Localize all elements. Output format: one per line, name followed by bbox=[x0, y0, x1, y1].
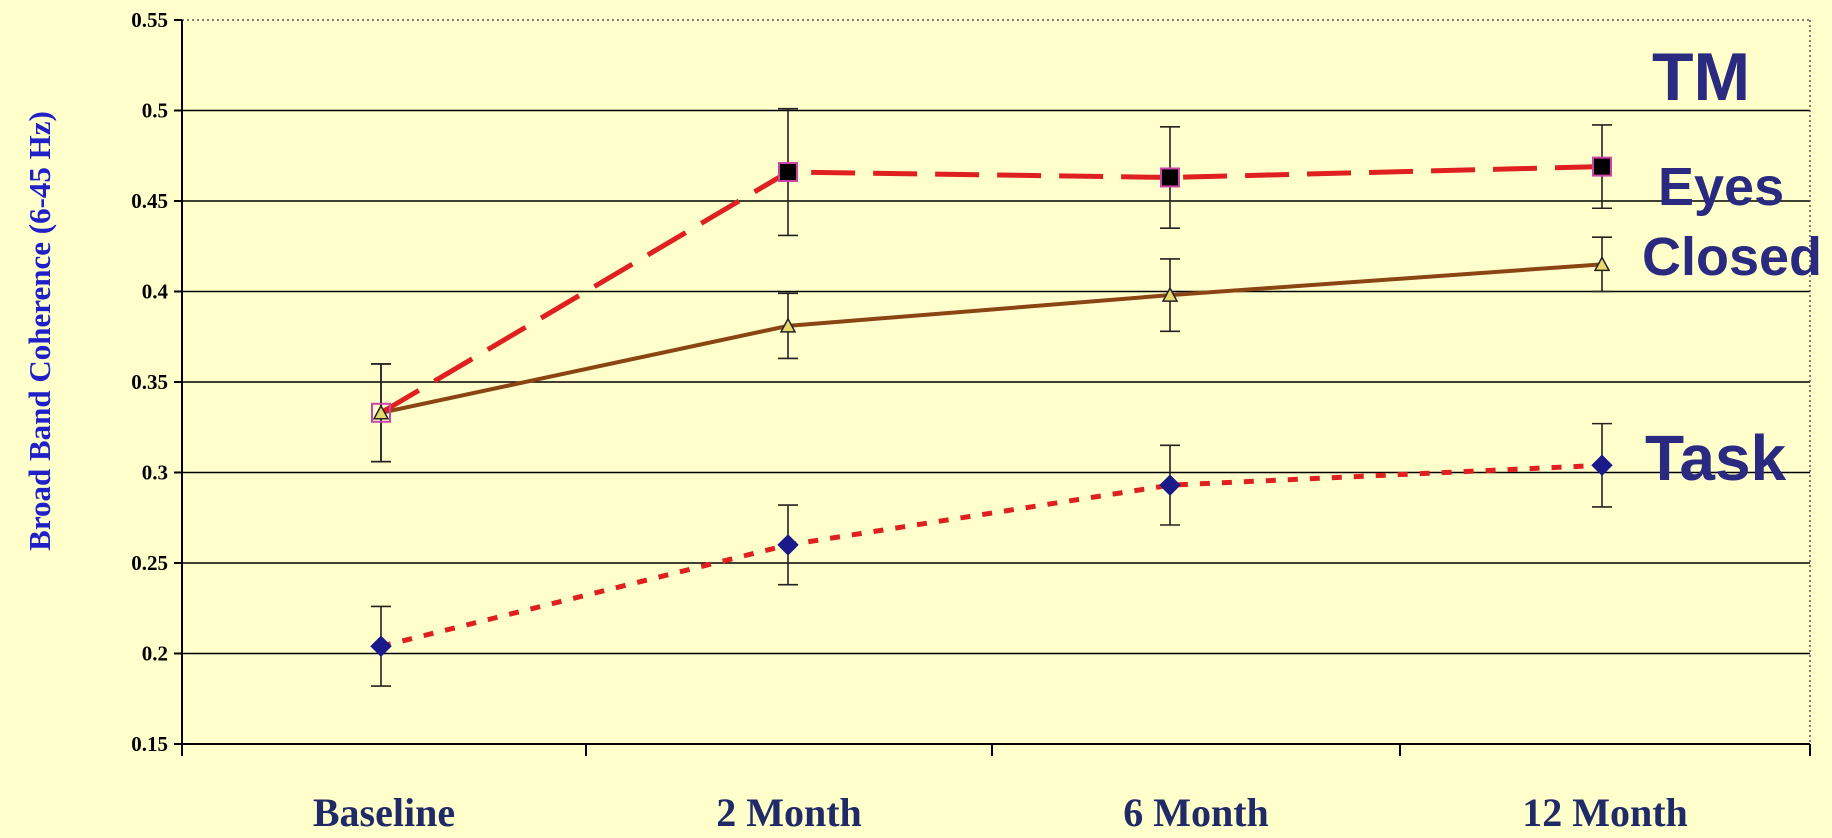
marker-task bbox=[1591, 454, 1613, 476]
grid-layer bbox=[182, 19, 1811, 744]
x-tick-label: 6 Month bbox=[1123, 790, 1269, 835]
series-label-eyes: Eyes bbox=[1658, 157, 1784, 217]
y-tick-label: 0.25 bbox=[131, 551, 168, 575]
series-label-task: Task bbox=[1645, 422, 1787, 494]
x-tick-label: Baseline bbox=[313, 790, 455, 835]
series-label-tm: TM bbox=[1652, 39, 1750, 115]
marker-tm bbox=[1160, 167, 1180, 188]
marker-tm bbox=[371, 402, 391, 423]
marker-eyes-closed bbox=[1161, 286, 1179, 302]
y-tick-label: 0.55 bbox=[131, 8, 168, 32]
y-tick-label: 0.35 bbox=[131, 370, 168, 394]
series-line-task bbox=[380, 462, 1603, 649]
marker-tm bbox=[1592, 156, 1612, 177]
label-layer: Broad Band Coherence (6-45 Hz) TM Eyes C… bbox=[22, 39, 1822, 551]
x-tick-label: 12 Month bbox=[1522, 790, 1688, 835]
marker-eyes-closed bbox=[372, 404, 390, 420]
series-label-closed: Closed bbox=[1642, 227, 1822, 287]
marker-eyes-closed bbox=[779, 317, 797, 333]
marker-tm bbox=[778, 162, 798, 183]
series-line-tm bbox=[379, 164, 1603, 415]
marker-task bbox=[777, 534, 799, 556]
marker-eyes-closed bbox=[1593, 255, 1611, 272]
y-tick-label: 0.5 bbox=[142, 99, 168, 123]
series-layer bbox=[370, 107, 1613, 687]
y-axis-title: Broad Band Coherence (6-45 Hz) bbox=[22, 111, 57, 551]
marker-task bbox=[1159, 474, 1181, 496]
y-tick-label: 0.4 bbox=[142, 280, 169, 304]
x-tick-label: 2 Month bbox=[716, 790, 862, 835]
y-tick-label: 0.45 bbox=[131, 189, 168, 213]
y-tick-label: 0.15 bbox=[131, 732, 168, 756]
marker-task bbox=[370, 635, 392, 657]
y-tick-label: 0.2 bbox=[142, 642, 168, 666]
y-tick-label: 0.3 bbox=[142, 461, 168, 485]
axis-layer: 0.15 0.2 0.25 0.3 0.35 0.4 0.45 0.5 0.55 Baseline… bbox=[131, 8, 1811, 835]
series-line-eyes-closed bbox=[380, 262, 1603, 415]
